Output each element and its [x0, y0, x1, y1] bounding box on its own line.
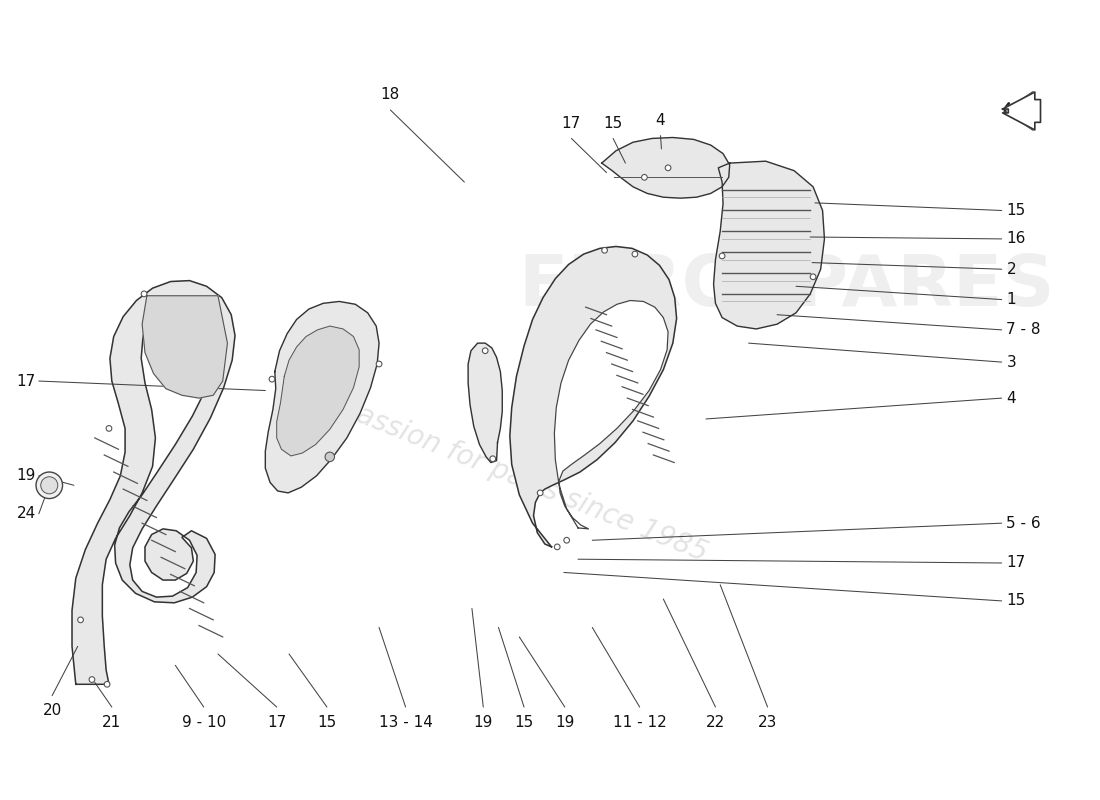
Text: 4: 4 — [656, 113, 666, 128]
Polygon shape — [602, 138, 729, 198]
Circle shape — [482, 348, 488, 354]
Text: 4: 4 — [1006, 390, 1016, 406]
Circle shape — [666, 165, 671, 170]
Text: 18: 18 — [381, 87, 400, 102]
Text: 21: 21 — [102, 714, 121, 730]
Text: 19: 19 — [16, 468, 36, 483]
Text: 13 - 14: 13 - 14 — [378, 714, 432, 730]
Circle shape — [106, 426, 112, 431]
Text: 17: 17 — [1006, 555, 1025, 570]
Text: 19: 19 — [474, 714, 493, 730]
Text: 19: 19 — [556, 714, 574, 730]
Circle shape — [490, 456, 496, 462]
Circle shape — [632, 251, 638, 257]
Circle shape — [104, 682, 110, 687]
Circle shape — [602, 247, 607, 253]
Circle shape — [537, 490, 543, 496]
Circle shape — [719, 253, 725, 259]
Text: 15: 15 — [1006, 203, 1025, 218]
Text: a passion for parts since 1985: a passion for parts since 1985 — [312, 384, 712, 567]
Circle shape — [270, 376, 275, 382]
Circle shape — [554, 544, 560, 550]
Text: 17: 17 — [16, 374, 36, 389]
Polygon shape — [277, 326, 360, 456]
Polygon shape — [509, 246, 676, 547]
Circle shape — [41, 477, 58, 494]
Polygon shape — [714, 161, 824, 329]
Circle shape — [141, 291, 147, 297]
Circle shape — [78, 617, 84, 622]
Circle shape — [376, 361, 382, 367]
Circle shape — [564, 538, 570, 543]
Text: 17: 17 — [267, 714, 286, 730]
Text: 9 - 10: 9 - 10 — [182, 714, 225, 730]
Circle shape — [811, 274, 816, 280]
Text: 3: 3 — [1006, 354, 1016, 370]
Polygon shape — [469, 343, 503, 462]
Text: 1: 1 — [1006, 292, 1016, 307]
Text: 15: 15 — [1006, 594, 1025, 608]
Text: 11 - 12: 11 - 12 — [613, 714, 667, 730]
Polygon shape — [554, 301, 668, 529]
Circle shape — [89, 677, 95, 682]
Text: 17: 17 — [562, 116, 581, 130]
Text: 16: 16 — [1006, 231, 1026, 246]
Text: 2: 2 — [1006, 262, 1016, 277]
Polygon shape — [1002, 92, 1041, 130]
Text: 23: 23 — [758, 714, 778, 730]
Text: 20: 20 — [43, 703, 62, 718]
Polygon shape — [265, 302, 379, 493]
Text: 5 - 6: 5 - 6 — [1006, 516, 1041, 530]
Circle shape — [36, 472, 63, 498]
Circle shape — [324, 452, 334, 462]
Text: 22: 22 — [706, 714, 725, 730]
Text: 15: 15 — [604, 116, 623, 130]
Polygon shape — [142, 296, 228, 398]
Polygon shape — [72, 281, 235, 684]
Text: 15: 15 — [515, 714, 534, 730]
Text: 24: 24 — [16, 506, 36, 522]
Text: 15: 15 — [317, 714, 337, 730]
Text: 7 - 8: 7 - 8 — [1006, 322, 1041, 338]
Polygon shape — [1004, 92, 1037, 130]
Circle shape — [641, 174, 647, 180]
Text: EUROSPARES: EUROSPARES — [518, 252, 1055, 321]
